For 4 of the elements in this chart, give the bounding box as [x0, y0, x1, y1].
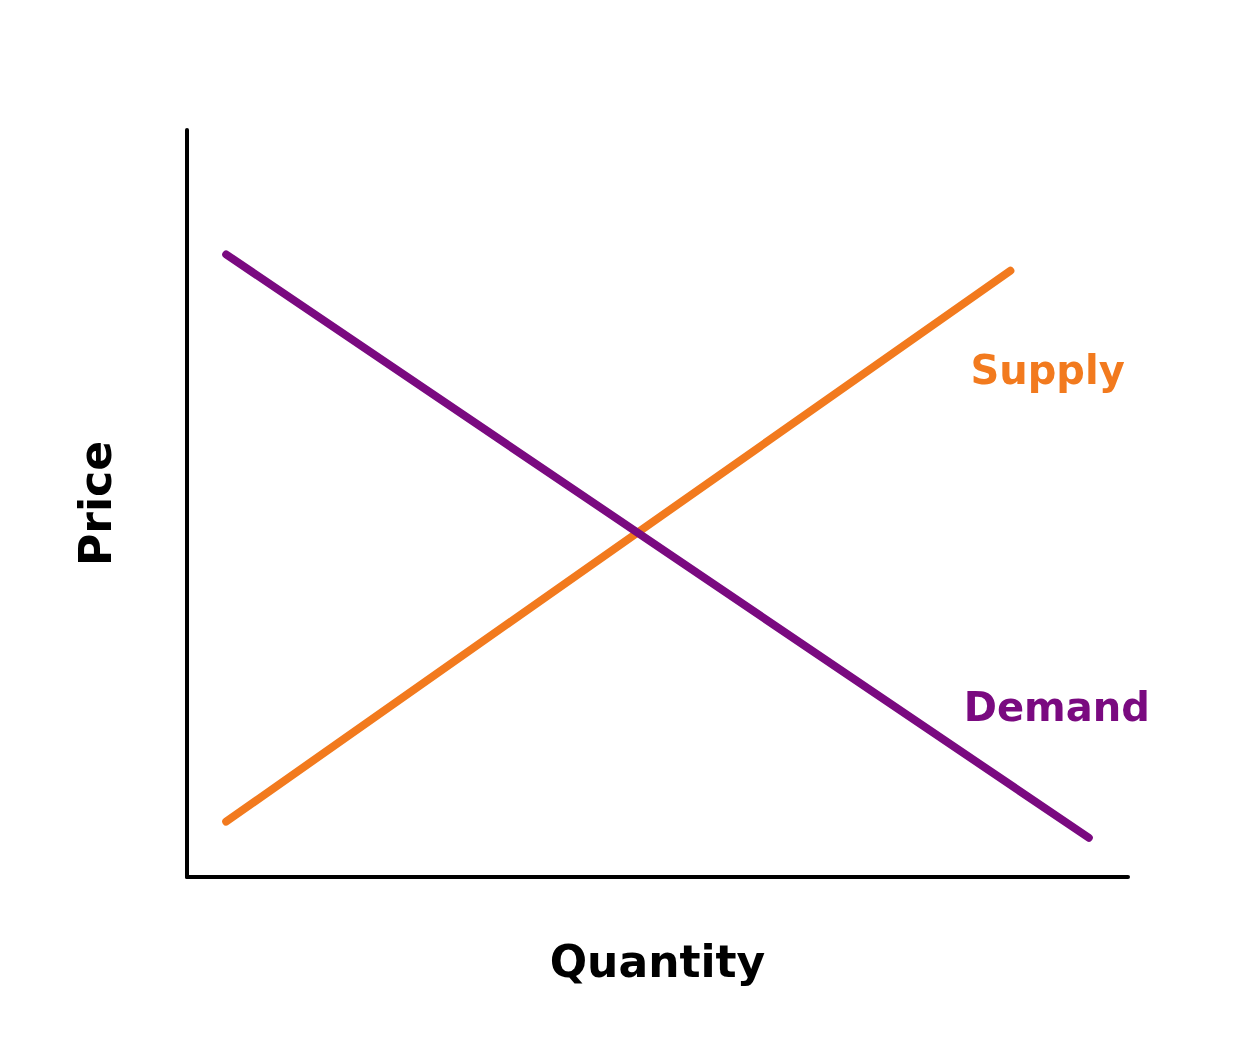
series-label: Supply — [970, 346, 1125, 393]
y-axis-title: Price — [69, 441, 121, 566]
x-axis-title: Quantity — [549, 935, 766, 987]
series-label: Demand — [963, 683, 1150, 730]
